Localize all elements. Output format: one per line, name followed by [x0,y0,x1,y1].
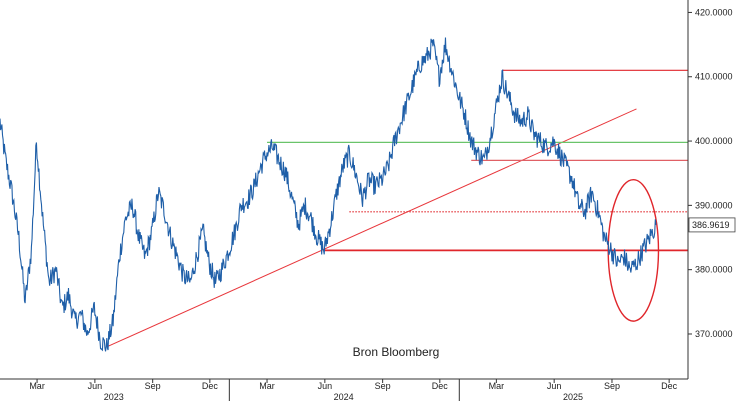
y-tick-label: 390.0000 [695,200,733,210]
y-tick-label: 380.0000 [695,265,733,275]
x-year-label: 2023 [104,392,124,402]
x-tick-label: Sep [145,381,161,391]
x-tick-label: Jun [318,381,333,391]
source-label: Bron Bloomberg [353,345,440,359]
y-tick-label: 420.0000 [695,7,733,17]
y-tick-label: 400.0000 [695,136,733,146]
y-tick-label: 410.0000 [695,72,733,82]
last-value-marker: 386.9619 [688,217,736,233]
x-tick-label: Dec [202,381,219,391]
y-axis-ticks: 420.0000 410.0000 400.0000 390.0000 380.0000… [688,7,733,339]
last-value-label: 386.9619 [692,220,730,230]
x-tick-label: Mar [259,381,275,391]
x-tick-label: Jun [547,381,562,391]
price-series-line [0,37,657,352]
x-tick-label: Sep [375,381,391,391]
trendline [106,108,637,348]
annotation-lines [106,69,688,348]
x-tick-label: Dec [432,381,449,391]
x-tick-label: Dec [661,381,678,391]
x-year-label: 2025 [563,392,583,402]
axes [0,0,689,380]
last-value-box [688,217,736,233]
x-tick-label: Jun [88,381,103,391]
x-tick-label: Sep [604,381,620,391]
x-tick-label: Mar [489,381,505,391]
x-tick-label: Mar [29,381,45,391]
x-axis-ticks: Mar Jun Sep Dec Mar Jun Sep Dec Mar Jun Sep Dec 2023… [29,379,678,402]
y-tick-label: 370.0000 [695,329,733,339]
x-year-label: 2024 [334,392,354,402]
